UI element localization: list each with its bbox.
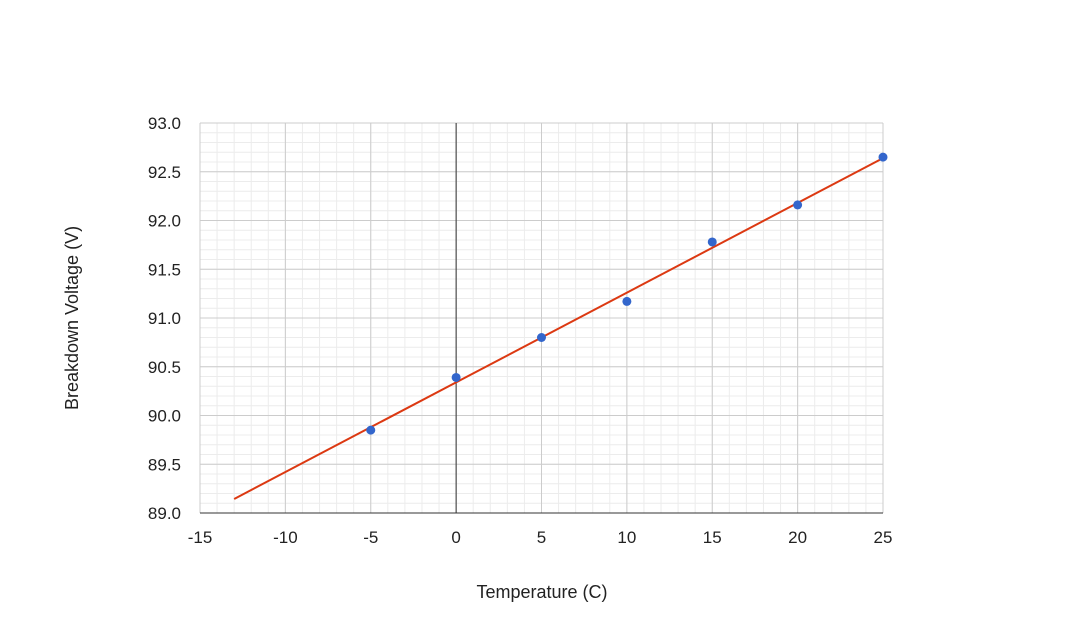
x-tick-label: 10 (617, 528, 636, 547)
x-tick-label: 5 (537, 528, 546, 547)
y-tick-label: 92.5 (148, 163, 181, 182)
data-point (707, 237, 717, 247)
y-tick-label: 92.0 (148, 212, 181, 231)
x-tick-label: 20 (788, 528, 807, 547)
y-tick-label: 90.0 (148, 407, 181, 426)
data-point (878, 152, 888, 162)
x-tick-label: 15 (703, 528, 722, 547)
x-tick-label: -5 (363, 528, 378, 547)
y-tick-label: 89.5 (148, 455, 181, 474)
data-point (622, 296, 632, 306)
data-point (537, 333, 546, 342)
x-tick-label: 25 (874, 528, 893, 547)
data-point (451, 372, 461, 382)
y-tick-label: 90.5 (148, 358, 181, 377)
x-tick-label: -15 (188, 528, 213, 547)
trendline-layer (233, 157, 884, 500)
zero-line (200, 123, 883, 514)
y-tick-label: 89.0 (148, 504, 181, 523)
data-point (793, 200, 803, 210)
y-tick-label: 91.5 (148, 260, 181, 279)
data-point (366, 425, 376, 435)
y-axis-title: Breakdown Voltage (V) (62, 226, 82, 410)
data-points (366, 152, 888, 435)
x-tick-labels: -15 -10 -5 0 5 10 15 20 25 (188, 528, 893, 547)
y-tick-labels: 89.0 89.5 90.0 90.5 91.0 91.5 92.0 92.5 93.0 (148, 114, 181, 523)
x-tick-label: -10 (273, 528, 298, 547)
x-axis-title: Temperature (C) (476, 582, 607, 602)
y-tick-label: 91.0 (148, 309, 181, 328)
x-tick-label: 0 (451, 528, 460, 547)
y-tick-label: 93.0 (148, 114, 181, 133)
trendline (233, 157, 884, 500)
